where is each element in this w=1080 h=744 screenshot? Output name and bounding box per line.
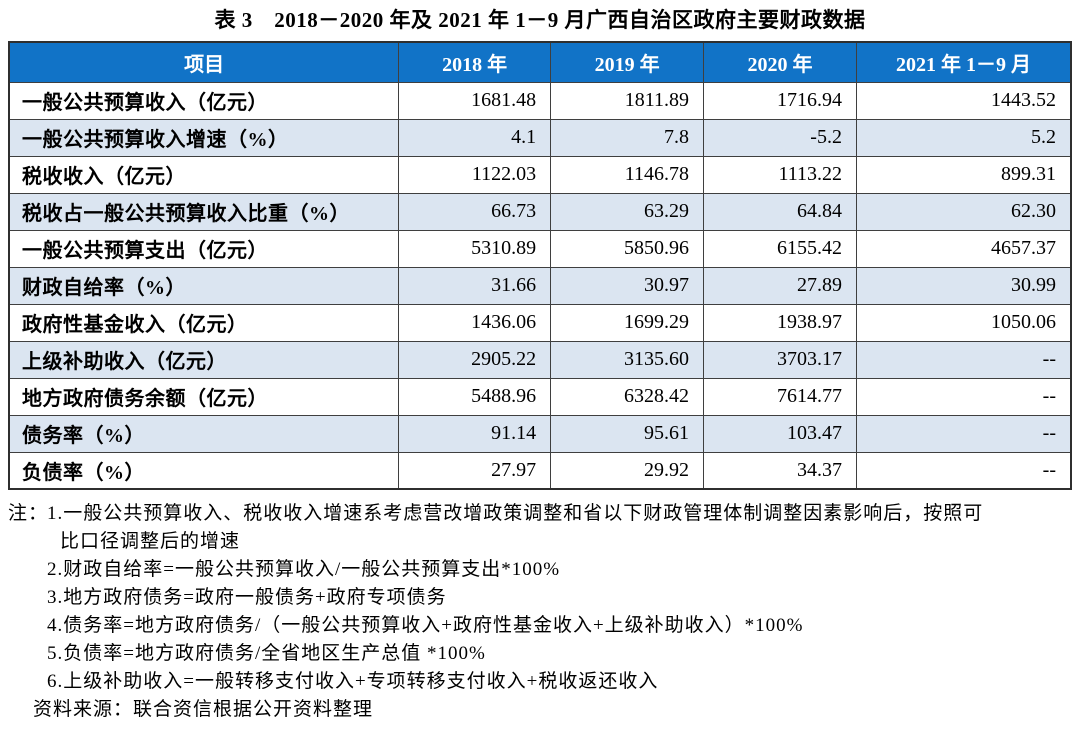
value-cell: 62.30 xyxy=(855,192,1072,231)
value-cell: 5488.96 xyxy=(398,377,552,416)
table-body: 一般公共预算收入（亿元） 1681.48 1811.89 1716.94 1443.52… xyxy=(8,81,1072,490)
column-header: 2021 年 1－9 月 xyxy=(855,41,1072,83)
value-cell: 27.89 xyxy=(703,266,857,305)
table-row: 财政自给率（%） 31.66 30.97 27.89 30.99 xyxy=(8,266,1072,305)
value-cell: 1436.06 xyxy=(398,303,552,342)
row-label: 债务率（%） xyxy=(8,414,400,453)
value-cell: 63.29 xyxy=(550,192,705,231)
value-cell: -5.2 xyxy=(703,118,857,157)
value-cell: 95.61 xyxy=(550,414,705,453)
table-row: 一般公共预算收入增速（%） 4.1 7.8 -5.2 5.2 xyxy=(8,118,1072,157)
note-line: 5.负债率=地方政府债务/全省地区生产总值 *100% xyxy=(47,643,486,664)
row-label: 一般公共预算支出（亿元） xyxy=(8,229,400,268)
note-line: 6.上级补助收入=一般转移支付收入+专项转移支付收入+税收返还收入 xyxy=(47,671,659,692)
value-cell: 30.97 xyxy=(550,266,705,305)
value-cell: 34.37 xyxy=(703,451,857,490)
source-line: 资料来源：联合资信根据公开资料整理 xyxy=(33,699,374,720)
value-cell: -- xyxy=(855,340,1072,379)
value-cell: 66.73 xyxy=(398,192,552,231)
table-header: 项目 2018 年 2019 年 2020 年 2021 年 1－9 月 xyxy=(8,41,1072,83)
value-cell: 5310.89 xyxy=(398,229,552,268)
value-cell: 6328.42 xyxy=(550,377,705,416)
value-cell: 4.1 xyxy=(398,118,552,157)
value-cell: 64.84 xyxy=(703,192,857,231)
value-cell: 4657.37 xyxy=(855,229,1072,268)
value-cell: 1122.03 xyxy=(398,155,552,194)
value-cell: 5.2 xyxy=(855,118,1072,157)
value-cell: 5850.96 xyxy=(550,229,705,268)
value-cell: 103.47 xyxy=(703,414,857,453)
fiscal-data-table: 项目 2018 年 2019 年 2020 年 2021 年 1－9 月 一般公共预算收… xyxy=(8,41,1072,490)
table-row: 债务率（%） 91.14 95.61 103.47 -- xyxy=(8,414,1072,453)
value-cell: 1716.94 xyxy=(703,81,857,120)
value-cell: 1443.52 xyxy=(855,81,1072,120)
column-header: 2018 年 xyxy=(398,41,552,83)
value-cell: 6155.42 xyxy=(703,229,857,268)
table-row: 地方政府债务余额（亿元） 5488.96 6328.42 7614.77 -- xyxy=(8,377,1072,416)
row-label: 税收占一般公共预算收入比重（%） xyxy=(8,192,400,231)
table-row: 一般公共预算收入（亿元） 1681.48 1811.89 1716.94 1443.52 xyxy=(8,81,1072,120)
value-cell: 91.14 xyxy=(398,414,552,453)
table-row: 税收收入（亿元） 1122.03 1146.78 1113.22 899.31 xyxy=(8,155,1072,194)
row-label: 一般公共预算收入增速（%） xyxy=(8,118,400,157)
table-row: 一般公共预算支出（亿元） 5310.89 5850.96 6155.42 4657.37 xyxy=(8,229,1072,268)
value-cell: 3703.17 xyxy=(703,340,857,379)
note-items: 1.一般公共预算收入、税收收入增速系考虑营改增政策调整和省以下财政管理体制调整因… xyxy=(8,500,1072,696)
table-title: 表 3 2018－2020 年及 2021 年 1－9 月广西自治区政府主要财政… xyxy=(214,8,866,32)
row-label: 政府性基金收入（亿元） xyxy=(8,303,400,342)
header-row: 项目 2018 年 2019 年 2020 年 2021 年 1－9 月 xyxy=(8,41,1072,83)
note-line: 1.一般公共预算收入、税收收入增速系考虑营改增政策调整和省以下财政管理体制调整因… xyxy=(47,503,984,524)
row-label: 税收收入（亿元） xyxy=(8,155,400,194)
value-cell: 1113.22 xyxy=(703,155,857,194)
row-label: 负债率（%） xyxy=(8,451,400,490)
row-label: 一般公共预算收入（亿元） xyxy=(8,81,400,120)
table-row: 税收占一般公共预算收入比重（%） 66.73 63.29 64.84 62.30 xyxy=(8,192,1072,231)
column-header: 2020 年 xyxy=(703,41,857,83)
value-cell: -- xyxy=(855,451,1072,490)
value-cell: 31.66 xyxy=(398,266,552,305)
row-label: 上级补助收入（亿元） xyxy=(8,340,400,379)
value-cell: 27.97 xyxy=(398,451,552,490)
value-cell: 3135.60 xyxy=(550,340,705,379)
value-cell: 1050.06 xyxy=(855,303,1072,342)
table-row: 政府性基金收入（亿元） 1436.06 1699.29 1938.97 1050.06 xyxy=(8,303,1072,342)
value-cell: 1146.78 xyxy=(550,155,705,194)
note-line: 3.地方政府债务=政府一般债务+政府专项债务 xyxy=(47,587,447,608)
value-cell: 1811.89 xyxy=(550,81,705,120)
row-label: 财政自给率（%） xyxy=(8,266,400,305)
value-cell: 30.99 xyxy=(855,266,1072,305)
row-label: 地方政府债务余额（亿元） xyxy=(8,377,400,416)
table-row: 上级补助收入（亿元） 2905.22 3135.60 3703.17 -- xyxy=(8,340,1072,379)
value-cell: 1938.97 xyxy=(703,303,857,342)
value-cell: 29.92 xyxy=(550,451,705,490)
value-cell: 899.31 xyxy=(855,155,1072,194)
value-cell: 7614.77 xyxy=(703,377,857,416)
table-row: 负债率（%） 27.97 29.92 34.37 -- xyxy=(8,451,1072,490)
column-header: 项目 xyxy=(8,41,400,83)
value-cell: -- xyxy=(855,414,1072,453)
notes-section: 注： 1.一般公共预算收入、税收收入增速系考虑营改增政策调整和省以下财政管理体制… xyxy=(8,500,1072,724)
note-line: 2.财政自给率=一般公共预算收入/一般公共预算支出*100% xyxy=(47,559,561,580)
value-cell: -- xyxy=(855,377,1072,416)
note-line: 4.债务率=地方政府债务/（一般公共预算收入+政府性基金收入+上级补助收入）*1… xyxy=(47,615,804,636)
value-cell: 2905.22 xyxy=(398,340,552,379)
column-header: 2019 年 xyxy=(550,41,705,83)
value-cell: 1681.48 xyxy=(398,81,552,120)
note-line: 比口径调整后的增速 xyxy=(60,531,241,552)
value-cell: 1699.29 xyxy=(550,303,705,342)
value-cell: 7.8 xyxy=(550,118,705,157)
notes-prefix: 注： xyxy=(8,503,49,524)
